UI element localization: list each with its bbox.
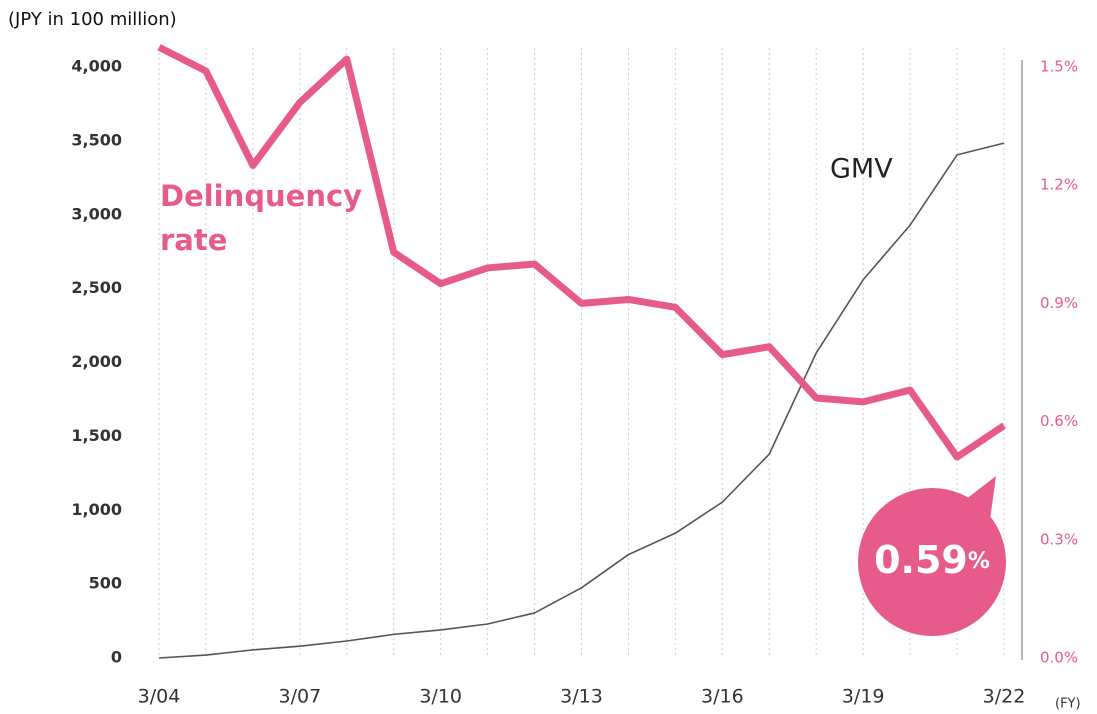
y2-tick-label: 0.0% xyxy=(1040,649,1078,667)
y-tick-label: 2,500 xyxy=(71,278,122,297)
y2-tick-label: 0.6% xyxy=(1040,412,1078,430)
y2-tick-label: 0.9% xyxy=(1040,294,1078,312)
y-tick-label: 3,000 xyxy=(71,204,122,223)
annotation-value: 0.59 xyxy=(874,538,968,582)
series-line xyxy=(158,142,1005,659)
y-tick-label: 1,500 xyxy=(71,426,122,445)
annotation: 0.59% xyxy=(874,538,990,582)
y-tick-label: 500 xyxy=(89,574,122,593)
y-axis-label: (JPY in 100 million) xyxy=(8,9,177,30)
x-tick-label: 3/07 xyxy=(278,686,321,708)
y2-tick-label: 0.3% xyxy=(1040,530,1078,548)
x-tick-label: 3/22 xyxy=(983,686,1026,708)
series-label: Delinquency rate xyxy=(160,179,363,257)
y2-tick-label: 1.5% xyxy=(1040,58,1078,76)
series-label: GMV xyxy=(830,154,893,185)
y-tick-label: 0 xyxy=(111,648,122,667)
x-tick-label: 3/04 xyxy=(138,686,181,708)
x-tick-label: 3/19 xyxy=(842,686,885,708)
y-tick-label: 3,500 xyxy=(71,130,122,149)
y-tick-label: 1,000 xyxy=(71,500,122,519)
y-tick-label: 2,000 xyxy=(71,352,122,371)
x-tick-label: 3/13 xyxy=(560,686,603,708)
annotation-unit: % xyxy=(968,549,990,574)
x-tick-label: 3/16 xyxy=(701,686,744,708)
bubble-tail xyxy=(965,476,996,520)
x-tick-label: 3/10 xyxy=(419,686,462,708)
y2-tick-label: 1.2% xyxy=(1040,176,1078,194)
x-axis-label: (FY) xyxy=(1055,697,1081,712)
y-tick-label: 4,000 xyxy=(71,57,122,76)
bubble xyxy=(858,488,1006,636)
series-line xyxy=(157,44,1006,461)
